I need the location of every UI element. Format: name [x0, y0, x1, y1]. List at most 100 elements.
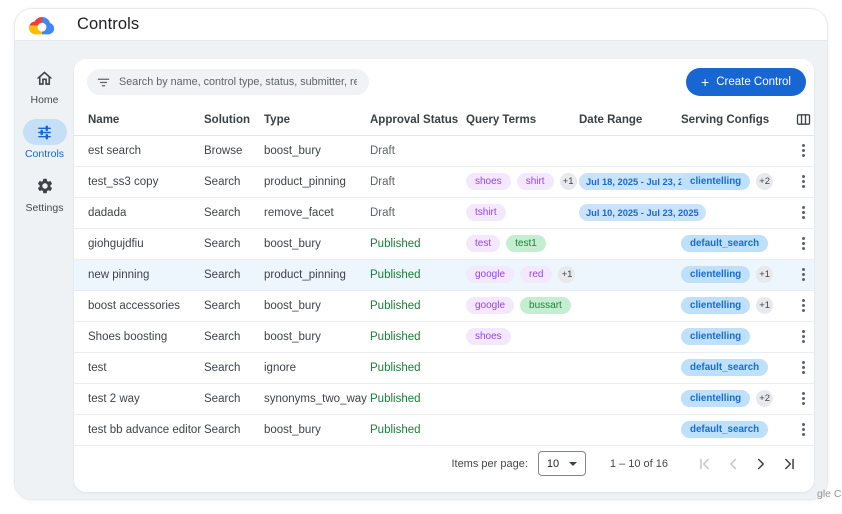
cell-type: boost_bury	[264, 321, 370, 353]
items-per-page-label: Items per page:	[451, 457, 528, 470]
cell-query-terms: google bussart	[466, 290, 579, 322]
status-text: Published	[370, 361, 421, 374]
sidebar-item-controls[interactable]: Controls	[22, 119, 67, 160]
cell-solution: Search	[204, 290, 264, 322]
pagination-bar: Items per page: 10 1 – 10 of 16	[74, 446, 814, 482]
cell-date-range	[579, 321, 681, 353]
sidebar-item-label: Home	[30, 94, 59, 106]
serving-config-chip: default_search	[681, 235, 769, 252]
cell-name: giohgujdfiu	[74, 228, 204, 260]
search-box[interactable]	[87, 69, 369, 95]
cell-date-range	[579, 290, 681, 322]
items-per-page-select[interactable]: 10	[537, 451, 586, 476]
cell-serving-configs: default_search	[681, 228, 792, 260]
next-page-button[interactable]	[750, 453, 772, 475]
table-row[interactable]: test bb advance editor Search boost_bury Pu…	[74, 414, 814, 446]
row-actions-button[interactable]	[798, 202, 809, 223]
query-term-chip: shirt	[516, 173, 554, 190]
column-header-approval-status: Approval Status	[370, 105, 466, 136]
query-term-chip: google	[466, 297, 515, 314]
table-row[interactable]: test Search ignore Published default_search	[74, 352, 814, 384]
table-row[interactable]: test 2 way Search synonyms_two_way Publishe…	[74, 383, 814, 415]
status-text: Published	[370, 299, 421, 312]
cell-approval-status: Published	[370, 290, 466, 322]
cell-serving-configs: clientelling	[681, 321, 792, 353]
row-actions-button[interactable]	[798, 264, 809, 285]
cell-approval-status: Published	[370, 414, 466, 446]
cell-date-range	[579, 352, 681, 384]
column-header-query-terms: Query Terms	[466, 105, 579, 136]
row-actions-button[interactable]	[798, 140, 809, 161]
table-row[interactable]: giohgujdfiu Search boost_bury Published test…	[74, 228, 814, 260]
cell-solution: Search	[204, 321, 264, 353]
table-row[interactable]: Shoes boosting Search boost_bury Published s…	[74, 321, 814, 353]
cell-serving-configs: clientelling +2	[681, 383, 792, 415]
row-actions-button[interactable]	[798, 388, 809, 409]
status-text: Published	[370, 423, 421, 436]
date-range-chip: Jul 18, 2025 - Jul 23, 2025	[579, 173, 706, 190]
cell-name: boost accessories	[74, 290, 204, 322]
tune-icon	[22, 119, 67, 145]
overflow-count-badge: +1	[559, 173, 577, 190]
cell-solution: Search	[204, 166, 264, 198]
search-input[interactable]	[117, 75, 359, 89]
cell-solution: Search	[204, 352, 264, 384]
table-row[interactable]: new pinning Search product_pinning Publishe…	[74, 259, 814, 291]
top-bar: Controls	[15, 9, 827, 41]
serving-config-chip: clientelling	[681, 390, 751, 407]
pagination-range: 1 – 10 of 16	[609, 457, 668, 470]
cell-serving-configs: clientelling +1	[681, 259, 792, 291]
sidebar-item-home[interactable]: Home	[23, 65, 67, 106]
cell-actions	[792, 166, 814, 198]
status-text: Published	[370, 237, 421, 250]
cell-name: test_ss3 copy	[74, 166, 204, 198]
cell-solution: Search	[204, 414, 264, 446]
cell-query-terms: test test1	[466, 228, 579, 260]
serving-config-chip: clientelling	[681, 173, 751, 190]
cell-type: boost_bury	[264, 290, 370, 322]
cell-query-terms	[466, 383, 579, 415]
column-header-type: Type	[264, 105, 370, 136]
row-actions-button[interactable]	[798, 419, 809, 440]
background-watermark: gle C	[817, 488, 842, 500]
first-page-button[interactable]	[694, 453, 716, 475]
column-chooser-button[interactable]	[794, 110, 813, 129]
row-actions-button[interactable]	[798, 171, 809, 192]
table-row[interactable]: test_ss3 copy Search product_pinning Draft s…	[74, 166, 814, 198]
cell-name: test 2 way	[74, 383, 204, 415]
sidebar-item-settings[interactable]: Settings	[23, 173, 67, 214]
cell-approval-status: Draft	[370, 197, 466, 229]
cell-actions	[792, 414, 814, 446]
row-actions-button[interactable]	[798, 326, 809, 347]
cell-solution: Search	[204, 259, 264, 291]
create-control-button[interactable]: + Create Control	[686, 68, 806, 96]
row-actions-button[interactable]	[798, 357, 809, 378]
page-title: Controls	[77, 15, 140, 33]
status-text: Draft	[370, 206, 395, 219]
row-actions-button[interactable]	[798, 233, 809, 254]
sidebar: Home	[15, 41, 74, 499]
query-term-chip: red	[520, 266, 553, 283]
cell-type: remove_facet	[264, 197, 370, 229]
status-text: Published	[370, 330, 421, 343]
filter-icon	[97, 76, 110, 89]
cell-date-range	[579, 259, 681, 291]
cell-type: boost_bury	[264, 228, 370, 260]
query-term-chip: bussart	[520, 297, 571, 314]
cell-solution: Browse	[204, 135, 264, 167]
row-actions-button[interactable]	[798, 295, 809, 316]
main-panel: + Create Control NameSolutionTypeApprova…	[74, 41, 827, 499]
sidebar-item-label: Controls	[24, 148, 65, 160]
cell-serving-configs: default_search	[681, 352, 792, 384]
app-window: Controls Home	[14, 8, 828, 500]
table-row[interactable]: est search Browse boost_bury Draft	[74, 135, 814, 167]
cell-query-terms: tshirt	[466, 197, 579, 229]
cell-solution: Search	[204, 228, 264, 260]
last-page-button[interactable]	[778, 453, 800, 475]
cell-actions	[792, 228, 814, 260]
cell-query-terms: shoes shirt +1	[466, 166, 579, 198]
card-toolbar: + Create Control	[74, 59, 814, 105]
previous-page-button[interactable]	[722, 453, 744, 475]
table-row[interactable]: boost accessories Search boost_bury Publish…	[74, 290, 814, 322]
table-row[interactable]: dadada Search remove_facet Draft tshirt Jul 1…	[74, 197, 814, 229]
